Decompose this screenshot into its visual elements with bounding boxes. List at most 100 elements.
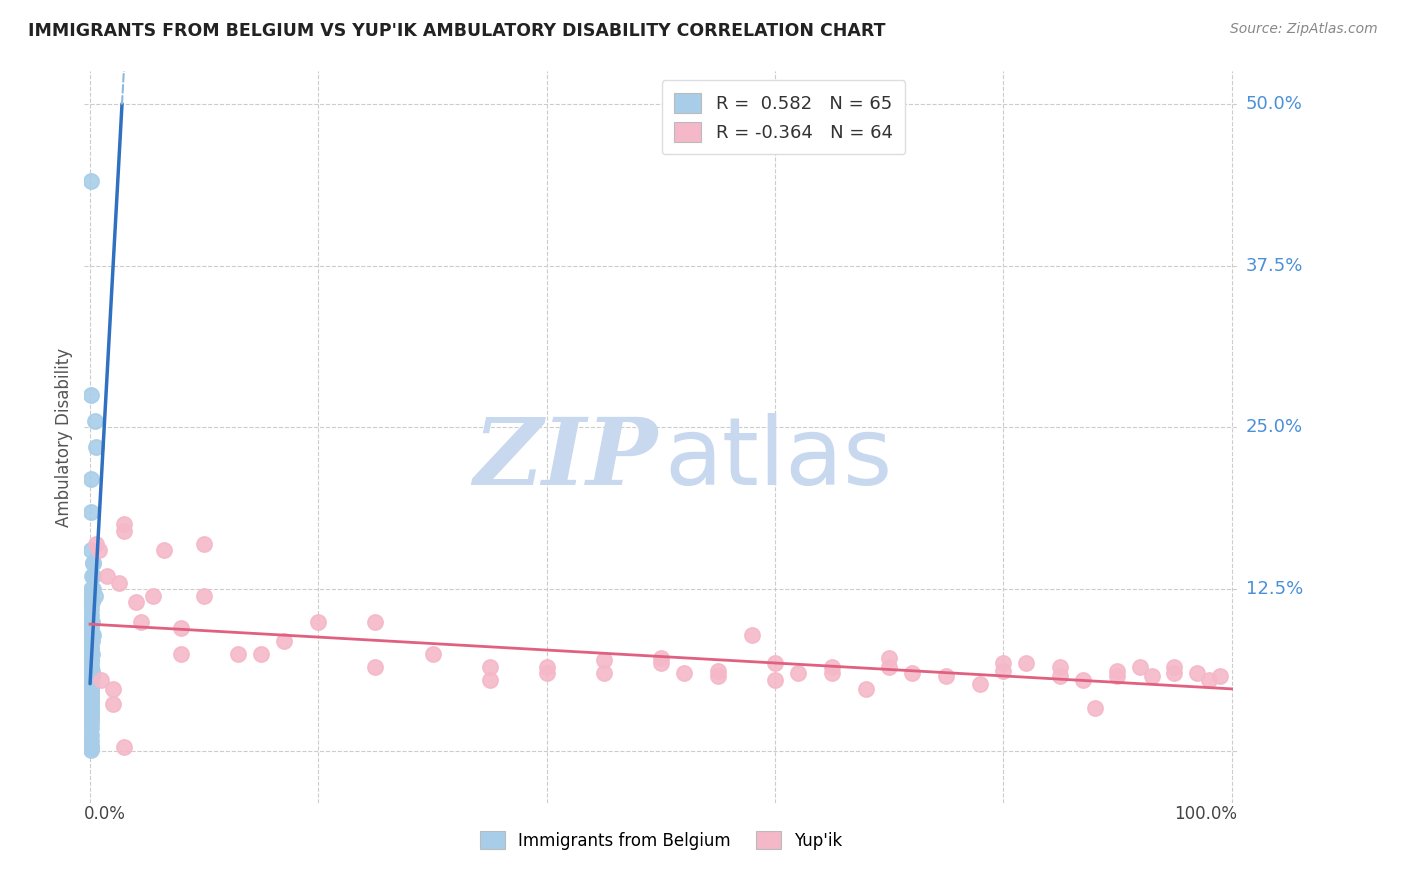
Point [855, 681, 877, 696]
Point [80, 707, 103, 722]
Point [107, 575, 129, 590]
Point [1198, 673, 1220, 687]
Text: atlas: atlas [664, 413, 893, 505]
Point [80, 543, 103, 558]
Point [741, 627, 763, 641]
Point [80, 710, 103, 724]
Point [170, 647, 193, 661]
Point [80, 689, 103, 703]
Point [142, 589, 165, 603]
Point [82, 627, 104, 641]
Point [993, 664, 1015, 678]
Point [80, 698, 103, 712]
Y-axis label: Ambulatory Disability: Ambulatory Disability [55, 348, 73, 526]
Point [80, 692, 103, 706]
Point [82, 595, 104, 609]
Point [83, 414, 105, 428]
Point [80, 650, 103, 665]
Point [80, 700, 103, 714]
Point [131, 615, 153, 629]
Point [96, 569, 118, 583]
Point [1140, 669, 1163, 683]
Legend: Immigrants from Belgium, Yup'ik: Immigrants from Belgium, Yup'ik [472, 824, 849, 856]
Point [707, 669, 730, 683]
Point [1049, 660, 1071, 674]
Point [80, 643, 103, 657]
Point [1071, 673, 1094, 687]
Point [89, 543, 111, 558]
Point [80, 741, 103, 756]
Point [364, 660, 387, 674]
Point [536, 660, 558, 674]
Point [82, 664, 104, 678]
Point [82, 569, 104, 583]
Point [80, 672, 103, 686]
Point [250, 647, 273, 661]
Point [536, 666, 558, 681]
Point [80, 660, 103, 674]
Point [478, 660, 501, 674]
Point [80, 703, 103, 717]
Point [90, 673, 112, 687]
Point [80, 676, 103, 690]
Text: 12.5%: 12.5% [1246, 580, 1303, 599]
Point [672, 666, 695, 681]
Point [84, 440, 107, 454]
Point [82, 615, 104, 629]
Point [80, 472, 103, 486]
Point [80, 608, 103, 623]
Point [153, 543, 176, 558]
Point [170, 621, 193, 635]
Point [821, 660, 844, 674]
Text: Source: ZipAtlas.com: Source: ZipAtlas.com [1230, 22, 1378, 37]
Point [786, 666, 808, 681]
Point [80, 174, 103, 188]
Point [1084, 701, 1107, 715]
Point [763, 673, 786, 687]
Text: 25.0%: 25.0% [1246, 418, 1303, 436]
Point [80, 666, 103, 681]
Point [1049, 669, 1071, 683]
Point [877, 650, 900, 665]
Point [80, 601, 103, 615]
Point [193, 589, 215, 603]
Point [80, 627, 103, 641]
Point [273, 634, 295, 648]
Point [1107, 669, 1129, 683]
Point [80, 595, 103, 609]
Point [1163, 660, 1185, 674]
Point [82, 557, 104, 571]
Point [112, 517, 135, 532]
Text: 0.0%: 0.0% [84, 805, 127, 823]
Point [969, 676, 991, 690]
Point [935, 669, 957, 683]
Point [1209, 669, 1232, 683]
Point [993, 656, 1015, 670]
Point [80, 673, 103, 687]
Point [228, 647, 250, 661]
Point [112, 740, 135, 755]
Point [80, 683, 103, 698]
Point [101, 681, 124, 696]
Point [80, 690, 103, 704]
Point [1107, 664, 1129, 678]
Point [364, 615, 387, 629]
Point [80, 615, 103, 629]
Point [1129, 660, 1152, 674]
Point [80, 653, 103, 667]
Point [80, 715, 103, 730]
Point [1163, 666, 1185, 681]
Text: ZIP: ZIP [472, 414, 658, 504]
Point [763, 656, 786, 670]
Point [707, 664, 730, 678]
Point [80, 687, 103, 701]
Point [80, 663, 103, 677]
Point [125, 595, 148, 609]
Point [422, 647, 444, 661]
Point [1015, 656, 1038, 670]
Point [82, 647, 104, 661]
Point [84, 537, 107, 551]
Point [82, 569, 104, 583]
Point [80, 686, 103, 700]
Text: 37.5%: 37.5% [1246, 257, 1303, 275]
